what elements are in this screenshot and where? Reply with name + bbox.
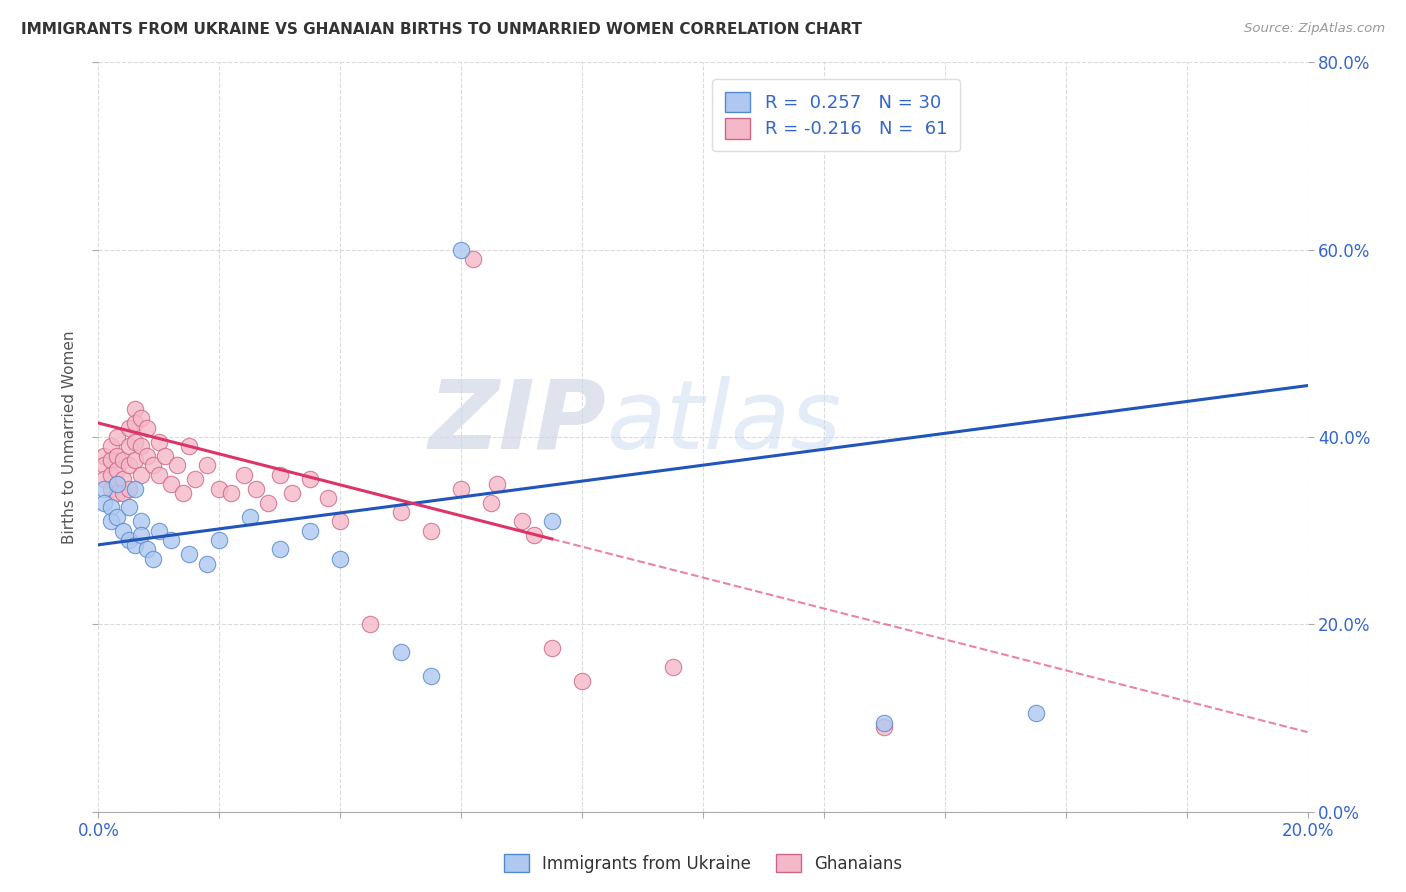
Point — [129, 528, 152, 542]
Point — [269, 542, 291, 557]
Point — [179, 440, 201, 453]
Point — [118, 421, 141, 435]
Point — [100, 467, 122, 482]
Point — [93, 496, 115, 510]
Point — [124, 482, 146, 496]
Point — [93, 449, 115, 463]
Point — [281, 486, 304, 500]
Point — [135, 542, 157, 557]
Point — [571, 673, 593, 688]
Point — [105, 463, 128, 477]
Point — [450, 482, 472, 496]
Point — [420, 669, 443, 683]
Point — [873, 721, 896, 735]
Point — [111, 453, 134, 467]
Point — [105, 476, 128, 491]
Point — [129, 467, 152, 482]
Point — [873, 715, 896, 730]
Point — [160, 476, 183, 491]
Point — [153, 449, 176, 463]
Point — [389, 646, 412, 660]
Point — [256, 496, 278, 510]
Point — [118, 458, 141, 473]
Point — [105, 476, 128, 491]
Point — [111, 472, 134, 486]
Point — [245, 482, 267, 496]
Point — [142, 458, 165, 473]
Point — [239, 509, 262, 524]
Point — [195, 557, 218, 571]
Point — [135, 449, 157, 463]
Point — [105, 509, 128, 524]
Point — [486, 476, 509, 491]
Point — [129, 411, 152, 425]
Point — [481, 496, 503, 510]
Point — [179, 547, 201, 561]
Point — [100, 500, 122, 515]
Point — [269, 467, 291, 482]
Point — [540, 514, 562, 528]
Point — [100, 514, 122, 528]
Point — [124, 434, 146, 449]
Point — [148, 524, 170, 538]
Point — [148, 467, 170, 482]
Point — [129, 440, 152, 453]
Point — [523, 528, 546, 542]
Point — [510, 514, 533, 528]
Point — [118, 500, 141, 515]
Legend: Immigrants from Ukraine, Ghanaians: Immigrants from Ukraine, Ghanaians — [496, 847, 910, 880]
Point — [195, 458, 218, 473]
Point — [329, 551, 352, 566]
Point — [661, 659, 683, 673]
Point — [329, 514, 352, 528]
Point — [124, 416, 146, 430]
Point — [1024, 706, 1046, 721]
Point — [184, 472, 207, 486]
Point — [105, 486, 128, 500]
Point — [208, 533, 231, 547]
Y-axis label: Births to Unmarried Women: Births to Unmarried Women — [62, 330, 77, 544]
Point — [93, 458, 115, 473]
Point — [299, 524, 322, 538]
Point — [100, 453, 122, 467]
Text: Source: ZipAtlas.com: Source: ZipAtlas.com — [1244, 22, 1385, 36]
Text: IMMIGRANTS FROM UKRAINE VS GHANAIAN BIRTHS TO UNMARRIED WOMEN CORRELATION CHART: IMMIGRANTS FROM UKRAINE VS GHANAIAN BIRT… — [21, 22, 862, 37]
Point — [111, 524, 134, 538]
Point — [129, 514, 152, 528]
Point — [124, 401, 146, 416]
Point — [172, 486, 194, 500]
Point — [299, 472, 322, 486]
Point — [93, 472, 115, 486]
Point — [111, 486, 134, 500]
Point — [232, 467, 254, 482]
Legend: R =  0.257   N = 30, R = -0.216   N =  61: R = 0.257 N = 30, R = -0.216 N = 61 — [713, 79, 960, 152]
Point — [389, 505, 412, 519]
Point — [118, 482, 141, 496]
Point — [100, 482, 122, 496]
Point — [148, 434, 170, 449]
Point — [105, 430, 128, 444]
Point — [118, 440, 141, 453]
Point — [420, 524, 443, 538]
Point — [118, 533, 141, 547]
Point — [135, 421, 157, 435]
Point — [463, 252, 485, 266]
Point — [221, 486, 243, 500]
Point — [360, 617, 382, 632]
Point — [316, 491, 339, 505]
Text: ZIP: ZIP — [429, 376, 606, 468]
Point — [142, 551, 165, 566]
Text: atlas: atlas — [606, 376, 841, 468]
Point — [450, 243, 472, 257]
Point — [160, 533, 183, 547]
Point — [208, 482, 231, 496]
Point — [105, 449, 128, 463]
Point — [540, 640, 562, 655]
Point — [93, 482, 115, 496]
Point — [124, 453, 146, 467]
Point — [166, 458, 188, 473]
Point — [100, 440, 122, 453]
Point — [124, 538, 146, 552]
